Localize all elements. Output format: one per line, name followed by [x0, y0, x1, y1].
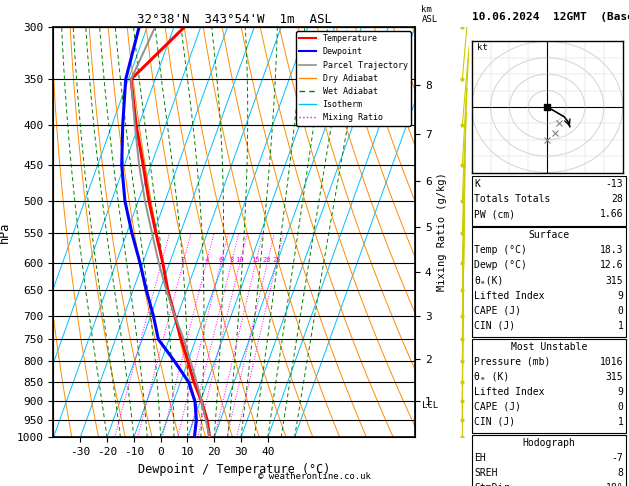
Text: 9: 9: [618, 291, 623, 301]
Text: © weatheronline.co.uk: © weatheronline.co.uk: [258, 472, 371, 481]
Text: θₑ (K): θₑ (K): [474, 372, 509, 382]
Text: -7: -7: [611, 453, 623, 463]
Text: StmDir: StmDir: [474, 483, 509, 486]
Text: 18.3: 18.3: [600, 245, 623, 256]
Text: 10: 10: [236, 257, 244, 263]
Text: Surface: Surface: [528, 230, 569, 241]
Text: 1.66: 1.66: [600, 209, 623, 220]
Text: CIN (J): CIN (J): [474, 417, 515, 427]
Text: kt: kt: [477, 42, 488, 52]
Text: 6: 6: [219, 257, 223, 263]
Text: 1: 1: [618, 417, 623, 427]
Text: 1: 1: [618, 321, 623, 331]
Title: 32°38'N  343°54'W  1m  ASL: 32°38'N 343°54'W 1m ASL: [136, 13, 332, 26]
Text: θₑ(K): θₑ(K): [474, 276, 504, 286]
Text: PW (cm): PW (cm): [474, 209, 515, 220]
Text: Totals Totals: Totals Totals: [474, 194, 550, 205]
Y-axis label: Mixing Ratio (g/kg): Mixing Ratio (g/kg): [437, 173, 447, 292]
Text: 315: 315: [606, 372, 623, 382]
Text: Dewp (°C): Dewp (°C): [474, 260, 527, 271]
Text: K: K: [474, 179, 480, 190]
Text: CAPE (J): CAPE (J): [474, 306, 521, 316]
Text: 20: 20: [263, 257, 272, 263]
Text: 4: 4: [204, 257, 208, 263]
Text: SREH: SREH: [474, 468, 498, 478]
Text: LCL: LCL: [422, 401, 438, 410]
Text: 2: 2: [181, 257, 185, 263]
Text: -13: -13: [606, 179, 623, 190]
Text: 18°: 18°: [606, 483, 623, 486]
Legend: Temperature, Dewpoint, Parcel Trajectory, Dry Adiabat, Wet Adiabat, Isotherm, Mi: Temperature, Dewpoint, Parcel Trajectory…: [296, 31, 411, 125]
Text: CAPE (J): CAPE (J): [474, 402, 521, 412]
Text: 0: 0: [618, 402, 623, 412]
Text: 315: 315: [606, 276, 623, 286]
Text: 8: 8: [229, 257, 233, 263]
Text: 1016: 1016: [600, 357, 623, 367]
Y-axis label: hPa: hPa: [0, 222, 11, 243]
Text: Hodograph: Hodograph: [522, 438, 576, 448]
Text: 8: 8: [618, 468, 623, 478]
Text: Temp (°C): Temp (°C): [474, 245, 527, 256]
Text: 28: 28: [611, 194, 623, 205]
Text: Most Unstable: Most Unstable: [511, 342, 587, 352]
Text: 0: 0: [618, 306, 623, 316]
Text: 10.06.2024  12GMT  (Base: 12): 10.06.2024 12GMT (Base: 12): [472, 12, 629, 22]
Text: 25: 25: [272, 257, 281, 263]
Text: EH: EH: [474, 453, 486, 463]
Text: 12.6: 12.6: [600, 260, 623, 271]
X-axis label: Dewpoint / Temperature (°C): Dewpoint / Temperature (°C): [138, 463, 330, 476]
Text: Lifted Index: Lifted Index: [474, 387, 545, 397]
Text: km
ASL: km ASL: [421, 5, 438, 24]
Text: 9: 9: [618, 387, 623, 397]
Text: Lifted Index: Lifted Index: [474, 291, 545, 301]
Text: Pressure (mb): Pressure (mb): [474, 357, 550, 367]
Text: 15: 15: [252, 257, 260, 263]
Text: 1: 1: [159, 257, 164, 263]
Text: CIN (J): CIN (J): [474, 321, 515, 331]
